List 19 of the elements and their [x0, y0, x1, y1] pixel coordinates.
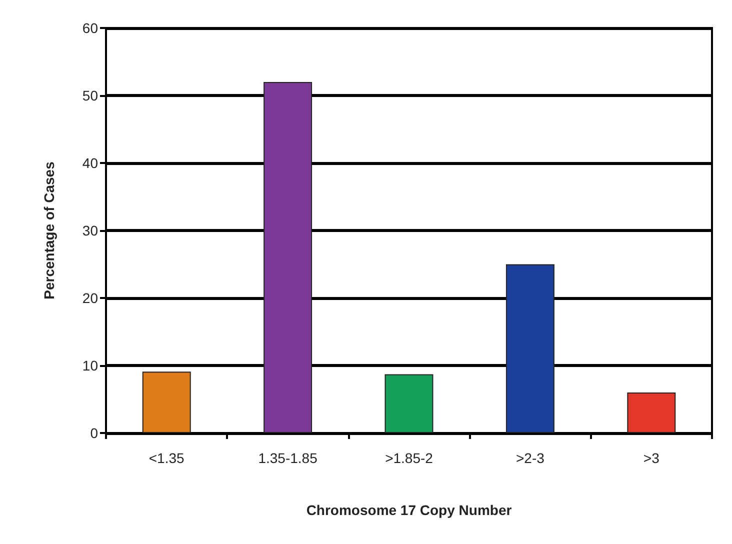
bar	[627, 392, 676, 433]
y-tick-label: 50	[82, 88, 98, 104]
bar	[264, 82, 312, 433]
x-tick-label: <1.35	[148, 450, 185, 466]
y-axis-title: Percentage of Cases	[41, 161, 57, 300]
y-tick-label: 0	[90, 425, 98, 441]
bar	[384, 374, 434, 433]
bar	[506, 264, 554, 433]
y-tick-label: 20	[82, 290, 98, 306]
bar	[142, 372, 191, 433]
x-axis-title: Chromosome 17 Copy Number	[306, 502, 512, 518]
y-tick-label: 10	[82, 358, 98, 374]
x-tick-label: >2-3	[516, 450, 545, 466]
y-tick-label: 40	[82, 155, 98, 171]
y-tick-label: 30	[82, 222, 98, 238]
x-tick-label: >1.85-2	[385, 450, 434, 466]
x-tick-label: 1.35-1.85	[258, 450, 318, 466]
x-tick-label: >3	[643, 450, 660, 466]
y-tick-label: 60	[82, 20, 98, 36]
